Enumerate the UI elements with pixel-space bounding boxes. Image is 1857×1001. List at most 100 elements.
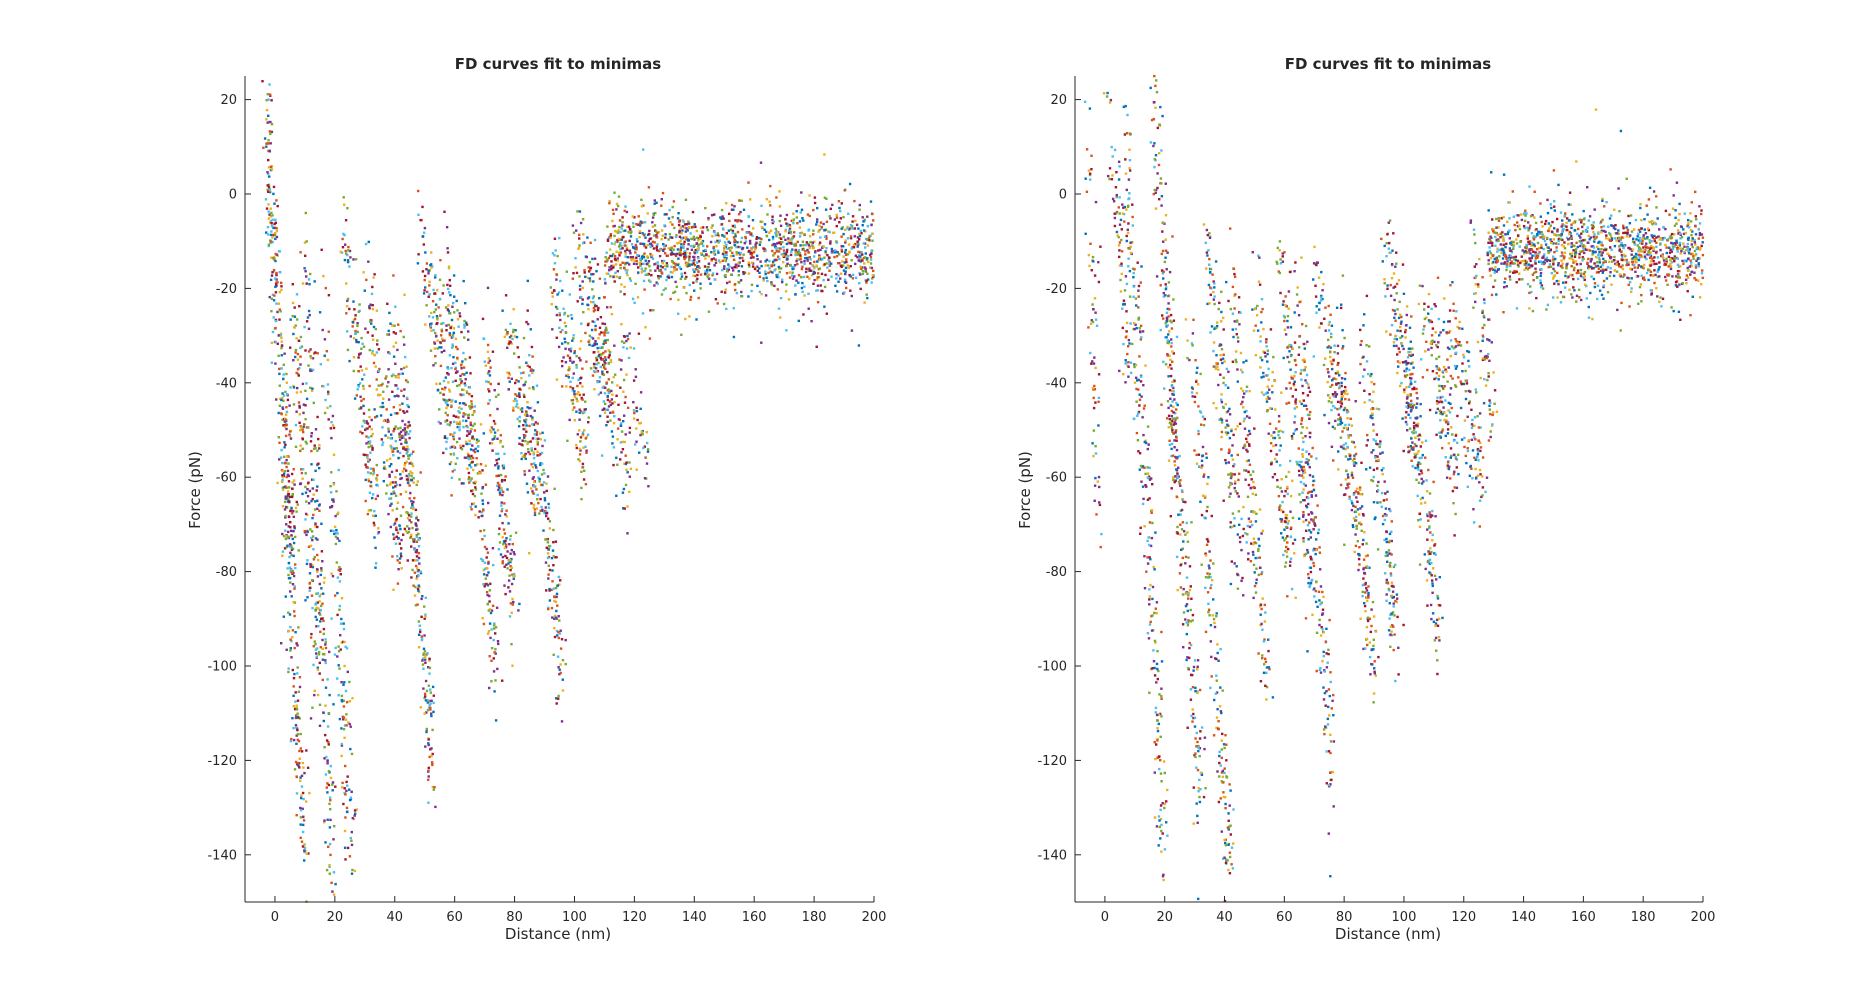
data-point	[447, 304, 450, 307]
data-point	[469, 423, 472, 427]
data-point	[614, 271, 617, 275]
data-point	[371, 349, 374, 353]
data-point	[788, 227, 792, 230]
data-point	[447, 287, 450, 291]
data-point	[407, 514, 411, 517]
data-point	[281, 532, 284, 536]
data-point	[327, 712, 331, 715]
data-point	[1098, 501, 1101, 504]
data-point	[749, 232, 752, 235]
data-point	[437, 306, 440, 309]
data-point	[1139, 324, 1143, 328]
data-point	[310, 463, 313, 466]
data-point	[305, 320, 309, 323]
data-point	[355, 340, 358, 344]
data-point	[714, 258, 717, 261]
data-point	[756, 269, 759, 272]
data-point	[685, 227, 688, 230]
data-point	[628, 332, 631, 335]
data-point	[407, 530, 411, 534]
data-point	[580, 322, 583, 325]
data-point	[802, 248, 805, 252]
data-point	[778, 205, 781, 208]
data-point	[368, 305, 371, 308]
data-point	[678, 253, 682, 257]
data-point	[776, 247, 779, 250]
data-point	[615, 208, 618, 211]
data-point	[523, 436, 526, 439]
data-point	[331, 424, 335, 427]
data-point	[683, 252, 686, 255]
data-point	[284, 537, 288, 541]
data-point	[328, 693, 331, 697]
data-point	[270, 168, 274, 171]
data-point	[301, 428, 304, 431]
data-point	[390, 374, 394, 378]
data-point	[732, 236, 736, 239]
data-point	[396, 559, 399, 562]
data-point	[457, 325, 460, 328]
data-point	[412, 500, 415, 504]
data-point	[545, 489, 548, 493]
data-point	[506, 332, 509, 335]
data-point	[800, 261, 803, 264]
data-point	[503, 502, 506, 505]
data-point	[344, 249, 347, 253]
data-point	[293, 672, 296, 676]
data-point	[843, 280, 847, 283]
data-point	[647, 273, 650, 276]
data-point	[681, 237, 684, 240]
data-point	[403, 388, 406, 391]
data-point	[289, 318, 292, 321]
data-point	[474, 505, 477, 508]
data-point	[632, 417, 636, 420]
data-point	[275, 283, 278, 286]
data-point	[862, 242, 865, 245]
data-point	[364, 463, 367, 466]
data-point	[750, 248, 754, 251]
data-point	[674, 262, 677, 266]
data-point	[781, 278, 784, 281]
data-point	[509, 322, 512, 325]
data-point	[693, 244, 696, 247]
data-point	[294, 351, 297, 354]
data-point	[288, 435, 292, 438]
data-point	[743, 242, 746, 245]
data-point	[591, 337, 595, 340]
data-point	[294, 631, 297, 634]
data-point	[1134, 323, 1137, 326]
data-point	[509, 565, 512, 568]
data-point	[635, 468, 638, 471]
data-point	[856, 245, 859, 248]
data-point	[697, 243, 701, 246]
data-point	[579, 436, 583, 439]
data-point	[369, 320, 372, 323]
data-point	[683, 226, 686, 229]
data-point	[531, 437, 535, 440]
data-point	[381, 441, 385, 444]
data-point	[725, 202, 728, 205]
data-point	[713, 231, 716, 234]
data-point	[292, 384, 295, 388]
data-point	[729, 249, 732, 252]
data-point	[644, 259, 647, 262]
data-point	[606, 331, 610, 334]
data-point	[623, 440, 626, 444]
data-point	[590, 273, 593, 276]
data-point	[737, 274, 740, 277]
data-point	[299, 732, 302, 736]
data-point	[765, 276, 768, 279]
data-point	[676, 242, 679, 245]
data-point	[1115, 171, 1118, 174]
data-point	[838, 221, 841, 224]
data-point	[305, 749, 308, 752]
data-point	[474, 447, 477, 451]
data-point	[277, 334, 280, 337]
data-point	[620, 244, 623, 248]
data-point	[614, 258, 617, 262]
data-point	[404, 441, 407, 444]
data-point	[406, 424, 410, 428]
data-point	[1099, 545, 1102, 549]
data-point	[344, 243, 347, 246]
data-point	[287, 530, 290, 534]
